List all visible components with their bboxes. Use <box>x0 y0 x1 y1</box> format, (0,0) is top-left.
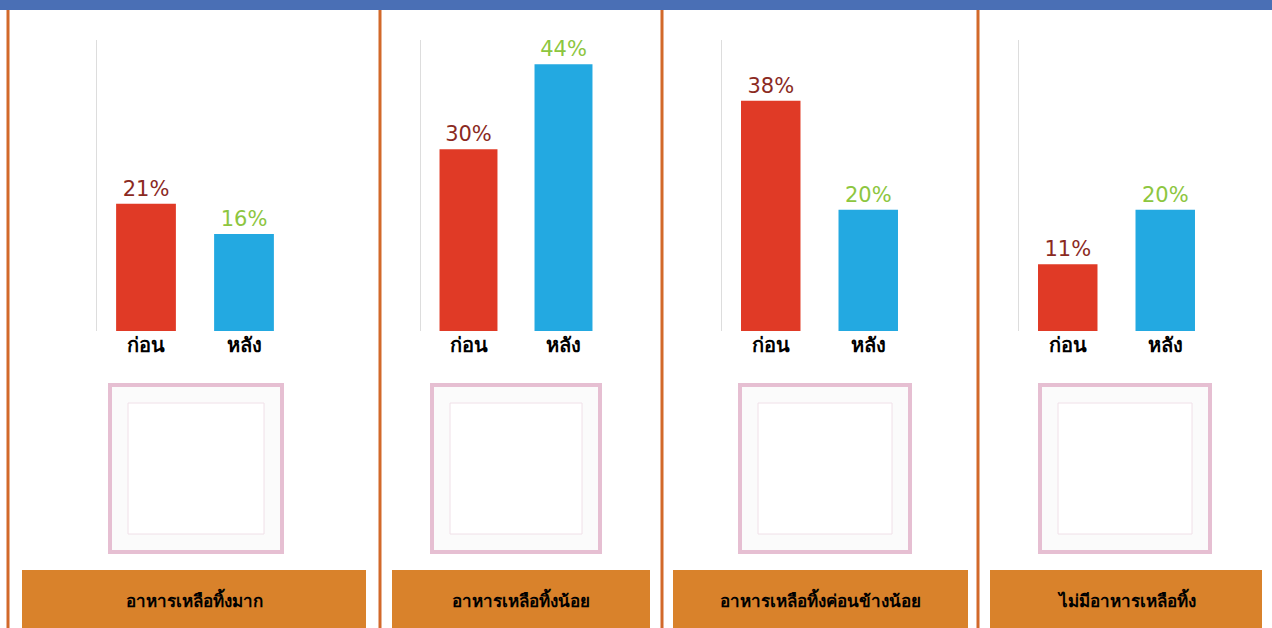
svg-text:อาหารเหลือทิ้งน้อย: อาหารเหลือทิ้งน้อย <box>452 588 590 611</box>
svg-text:อาหารเหลือทิ้งค่อนข้างน้อย: อาหารเหลือทิ้งค่อนข้างน้อย <box>720 588 921 611</box>
svg-text:หลัง: หลัง <box>227 333 262 357</box>
svg-text:11%: 11% <box>1044 237 1091 261</box>
svg-text:ก่อน: ก่อน <box>450 333 488 357</box>
svg-text:อาหารเหลือทิ้งมาก: อาหารเหลือทิ้งมาก <box>126 588 263 611</box>
svg-text:ก่อน: ก่อน <box>752 333 790 357</box>
svg-text:21%: 21% <box>123 177 170 201</box>
svg-text:หลัง: หลัง <box>1148 333 1183 357</box>
svg-text:หลัง: หลัง <box>851 333 886 357</box>
svg-text:ไม่มีอาหารเหลือทิ้ง: ไม่มีอาหารเหลือทิ้ง <box>1057 588 1196 611</box>
svg-text:20%: 20% <box>1142 183 1189 207</box>
svg-text:20%: 20% <box>845 183 892 207</box>
svg-text:ก่อน: ก่อน <box>1049 333 1087 357</box>
svg-text:หลัง: หลัง <box>546 333 581 357</box>
svg-text:30%: 30% <box>445 122 492 146</box>
svg-text:38%: 38% <box>747 74 794 98</box>
svg-text:44%: 44% <box>540 37 587 61</box>
svg-text:ก่อน: ก่อน <box>127 333 165 357</box>
svg-text:16%: 16% <box>221 207 268 231</box>
